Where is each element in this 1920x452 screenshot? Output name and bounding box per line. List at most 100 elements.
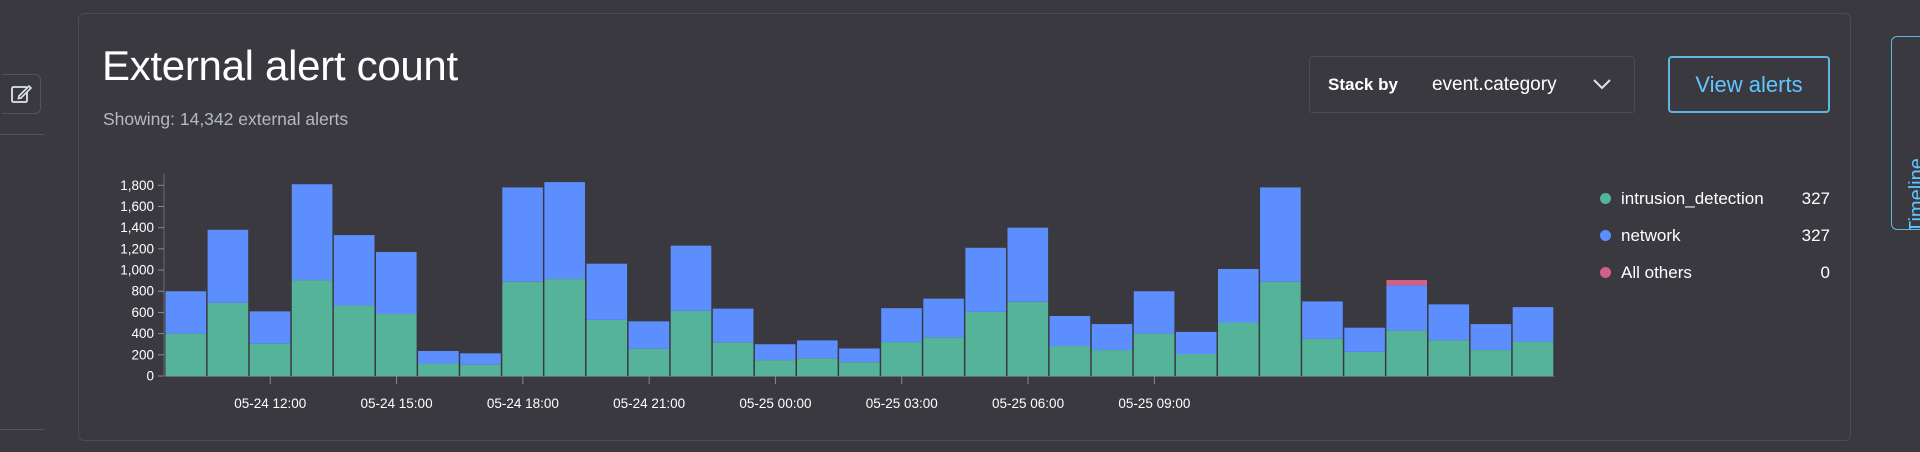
legend-label: All others bbox=[1621, 262, 1692, 282]
bar-segment-intrusion-detection bbox=[965, 311, 1006, 376]
bar-segment-network bbox=[586, 263, 628, 320]
bar-segment-network bbox=[754, 344, 796, 361]
bar-segment-network bbox=[1133, 291, 1175, 334]
bar-segment-network bbox=[502, 187, 543, 282]
left-divider bbox=[0, 134, 44, 135]
alert-count-chart: 0 200 400 600 800 1,000 1,200 1,400 1,600 1,800 05… bbox=[120, 174, 1555, 411]
bar-segment-intrusion-detection bbox=[291, 280, 333, 376]
bar-segment-intrusion-detection bbox=[1428, 340, 1470, 376]
bar-segment-network bbox=[1091, 324, 1133, 351]
bar-segment-network bbox=[291, 184, 333, 281]
legend-count: 327 bbox=[1801, 225, 1830, 245]
bar-segment-intrusion-detection bbox=[754, 360, 796, 376]
bar-segment-network bbox=[839, 348, 880, 363]
bar-segment-intrusion-detection bbox=[1218, 322, 1259, 376]
y-tick-label: 1,400 bbox=[120, 220, 154, 235]
page-title: External alert count bbox=[102, 42, 458, 89]
x-tick-label: 05-25 03:00 bbox=[866, 396, 938, 411]
x-tick-label: 05-24 15:00 bbox=[361, 396, 433, 411]
legend-count: 0 bbox=[1820, 262, 1830, 282]
bar-segment-intrusion-detection bbox=[1049, 346, 1091, 376]
y-tick-label: 600 bbox=[131, 305, 154, 320]
bar-segment-intrusion-detection bbox=[1470, 350, 1512, 376]
bar-segment-network bbox=[1386, 285, 1427, 331]
x-tick-label: 05-24 12:00 bbox=[234, 396, 306, 411]
y-tick-label: 1,200 bbox=[120, 241, 154, 256]
y-tick-label: 0 bbox=[146, 369, 154, 384]
legend-dot-network bbox=[1600, 230, 1611, 241]
bar-segment-intrusion-detection bbox=[628, 348, 670, 376]
legend-dot-intrusion-detection bbox=[1600, 193, 1611, 204]
legend-label: network bbox=[1621, 225, 1681, 245]
bar-segment-intrusion-detection bbox=[376, 314, 417, 376]
bar-segment-network bbox=[670, 245, 712, 311]
bar-segment-intrusion-detection bbox=[544, 279, 585, 376]
left-strip bbox=[0, 0, 60, 452]
bar-segment-intrusion-detection bbox=[1091, 350, 1133, 376]
bar-segment-network bbox=[712, 308, 754, 343]
bar-segment-intrusion-detection bbox=[797, 358, 838, 376]
bar-segment-network bbox=[249, 311, 291, 344]
stack-by-label: Stack by bbox=[1328, 74, 1398, 94]
bar-segment-network bbox=[376, 252, 417, 315]
bar-segment-intrusion-detection bbox=[1133, 333, 1175, 376]
y-tick-label: 200 bbox=[131, 347, 154, 362]
chart-legend: intrusion_detection 327 network 327 All … bbox=[1600, 180, 1830, 291]
legend-item-all-others[interactable]: All others 0 bbox=[1600, 254, 1830, 291]
bar-segment-intrusion-detection bbox=[881, 342, 922, 376]
bar-segment-intrusion-detection bbox=[1386, 330, 1427, 376]
bar-segment-intrusion-detection bbox=[923, 337, 964, 376]
bar-segment-network bbox=[1470, 324, 1512, 351]
bar-segment-network bbox=[797, 340, 838, 359]
bar-segment-network bbox=[418, 350, 459, 364]
bar-segment-all-others bbox=[1386, 280, 1427, 286]
legend-item-network[interactable]: network 327 bbox=[1600, 217, 1830, 254]
bar-segment-network bbox=[965, 247, 1006, 312]
bar-segment-intrusion-detection bbox=[712, 342, 754, 376]
x-tick-label: 05-24 18:00 bbox=[487, 396, 559, 411]
bar-segment-network bbox=[881, 308, 922, 343]
bar-segment-intrusion-detection bbox=[165, 333, 207, 376]
bar-segment-intrusion-detection bbox=[586, 319, 628, 376]
y-tick-label: 1,600 bbox=[120, 199, 154, 214]
left-divider-bottom bbox=[0, 429, 44, 430]
view-alerts-button[interactable]: View alerts bbox=[1668, 56, 1830, 113]
stack-by-select[interactable]: Stack by event.category bbox=[1309, 56, 1635, 113]
timeline-tab[interactable]: Timeline bbox=[1891, 36, 1920, 230]
legend-label: intrusion_detection bbox=[1621, 188, 1764, 208]
x-tick-label: 05-25 00:00 bbox=[739, 396, 811, 411]
x-tick-label: 05-24 21:00 bbox=[613, 396, 685, 411]
legend-count: 327 bbox=[1801, 188, 1830, 208]
x-tick-label: 05-25 09:00 bbox=[1118, 396, 1190, 411]
alerts-panel: External alert count Showing: 14,342 ext… bbox=[78, 13, 1851, 441]
y-tick-label: 400 bbox=[131, 326, 154, 341]
bar-segment-network bbox=[333, 235, 375, 306]
stack-by-value: event.category bbox=[1431, 73, 1557, 95]
bar-segment-intrusion-detection bbox=[670, 310, 712, 376]
bar-segment-intrusion-detection bbox=[1512, 341, 1554, 376]
bar-segment-network bbox=[207, 229, 249, 303]
y-tick-label: 1,800 bbox=[120, 178, 154, 193]
edit-icon bbox=[11, 84, 32, 103]
bar-segment-network bbox=[628, 321, 670, 349]
bar-segment-intrusion-detection bbox=[333, 305, 375, 376]
bar-segment-intrusion-detection bbox=[502, 281, 543, 376]
legend-item-intrusion-detection[interactable]: intrusion_detection 327 bbox=[1600, 180, 1830, 217]
bar-segment-intrusion-detection bbox=[1302, 338, 1343, 376]
bar-segment-intrusion-detection bbox=[1260, 281, 1301, 376]
alert-count-subtitle: Showing: 14,342 external alerts bbox=[103, 109, 349, 129]
y-tick-label: 1,000 bbox=[120, 263, 154, 278]
bar-segment-network bbox=[165, 291, 207, 334]
bar-segment-network bbox=[1218, 268, 1259, 323]
bar-segment-network bbox=[460, 353, 501, 365]
bar-segment-intrusion-detection bbox=[249, 343, 291, 376]
bar-segment-intrusion-detection bbox=[1344, 351, 1385, 376]
chevron-down-icon bbox=[1593, 79, 1611, 90]
y-tick-label: 800 bbox=[131, 284, 154, 299]
bar-segment-network bbox=[1302, 301, 1343, 339]
bar-segment-network bbox=[1260, 187, 1301, 282]
timeline-tab-label: Timeline bbox=[1906, 158, 1920, 230]
edit-button[interactable] bbox=[2, 74, 41, 114]
bar-segment-intrusion-detection bbox=[460, 364, 501, 376]
bar-segment-network bbox=[1175, 331, 1217, 354]
